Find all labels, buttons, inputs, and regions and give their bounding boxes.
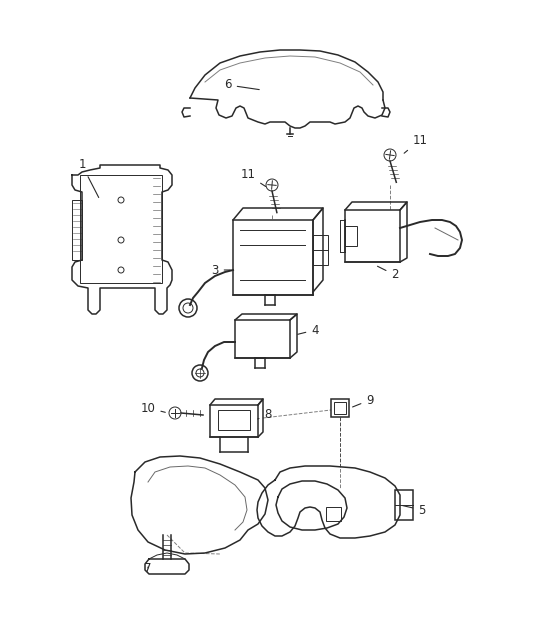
Text: 8: 8 (258, 408, 272, 421)
Text: 11: 11 (404, 134, 427, 153)
Text: 10: 10 (141, 401, 165, 414)
Text: 2: 2 (378, 266, 399, 281)
Text: 6: 6 (224, 78, 259, 92)
Text: 7: 7 (144, 561, 152, 575)
Text: 3: 3 (211, 264, 230, 276)
Text: 9: 9 (353, 394, 374, 407)
Text: 4: 4 (298, 323, 319, 337)
Text: 5: 5 (403, 504, 426, 516)
Text: 1: 1 (78, 158, 99, 198)
Text: 11: 11 (240, 168, 265, 187)
